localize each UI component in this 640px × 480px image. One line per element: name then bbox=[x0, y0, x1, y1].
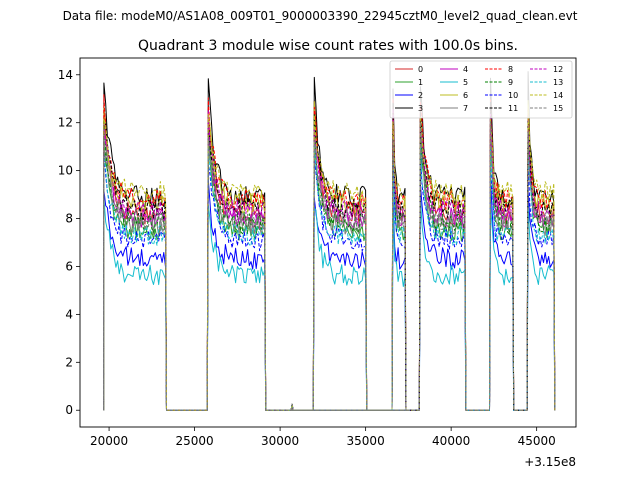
legend-label-3: 3 bbox=[418, 104, 423, 113]
y-tick-label: 10 bbox=[58, 164, 73, 178]
y-tick-label: 2 bbox=[65, 355, 73, 369]
legend-label-4: 4 bbox=[463, 65, 468, 74]
legend-label-13: 13 bbox=[553, 78, 563, 87]
legend-label-7: 7 bbox=[463, 104, 468, 113]
legend-label-12: 12 bbox=[553, 65, 563, 74]
series-line-2 bbox=[103, 178, 556, 411]
series-line-14 bbox=[103, 104, 556, 411]
x-tick-label: 40000 bbox=[432, 434, 470, 448]
x-tick-label: 20000 bbox=[90, 434, 128, 448]
legend-label-0: 0 bbox=[418, 65, 423, 74]
legend-label-10: 10 bbox=[508, 91, 518, 100]
x-tick-label: 30000 bbox=[261, 434, 299, 448]
series-line-5 bbox=[103, 197, 556, 411]
y-axis: 0 2 4 6 8 10 12 14 bbox=[58, 68, 80, 417]
y-tick-label: 6 bbox=[65, 259, 73, 273]
y-tick-label: 4 bbox=[65, 307, 73, 321]
legend-label-1: 1 bbox=[418, 78, 423, 87]
legend-label-8: 8 bbox=[508, 65, 513, 74]
y-tick-label: 0 bbox=[65, 403, 73, 417]
series-line-13 bbox=[103, 144, 556, 411]
legend-box bbox=[389, 60, 573, 119]
legend-label-15: 15 bbox=[553, 104, 563, 113]
series-line-11 bbox=[103, 101, 556, 411]
x-tick-label: 25000 bbox=[175, 434, 213, 448]
legend-label-11: 11 bbox=[508, 104, 518, 113]
suptitle: Data file: modeM0/AS1A08_009T01_90000033… bbox=[63, 9, 578, 23]
series-line-15 bbox=[103, 121, 556, 411]
y-tick-label: 8 bbox=[65, 212, 73, 226]
x-tick-label: 35000 bbox=[347, 434, 385, 448]
legend-label-9: 9 bbox=[508, 78, 513, 87]
x-offset-label: +3.15e8 bbox=[524, 455, 576, 469]
legend-label-5: 5 bbox=[463, 78, 468, 87]
x-axis: 20000 25000 30000 35000 40000 45000 bbox=[90, 427, 556, 448]
legend-label-14: 14 bbox=[553, 91, 563, 100]
y-tick-label: 12 bbox=[58, 116, 73, 130]
legend-label-2: 2 bbox=[418, 91, 423, 100]
y-tick-label: 14 bbox=[58, 68, 73, 82]
plot-frame bbox=[79, 57, 577, 428]
x-tick-label: 45000 bbox=[518, 434, 556, 448]
series-layer bbox=[103, 71, 556, 411]
chart-title: Quadrant 3 module wise count rates with … bbox=[138, 38, 518, 54]
legend-label-6: 6 bbox=[463, 91, 468, 100]
